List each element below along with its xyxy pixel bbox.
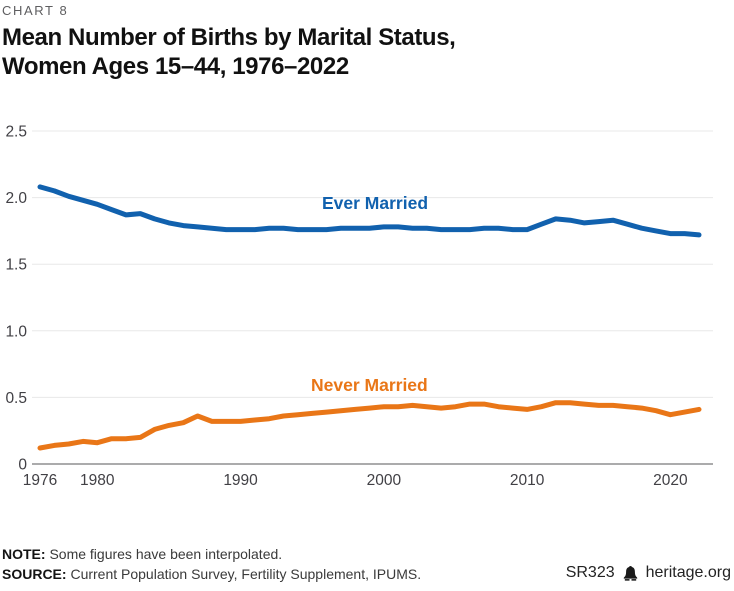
source-label: SOURCE:	[2, 566, 67, 582]
chart-title-line2: Women Ages 15–44, 1976–2022	[2, 53, 349, 80]
x-tick-label: 2000	[367, 472, 402, 489]
series-label-never-married: Never Married	[311, 375, 428, 395]
brand-line: SR323 heritage.org	[566, 564, 731, 582]
x-tick-label: 2020	[653, 472, 688, 489]
heritage-bell-icon	[622, 565, 639, 581]
chart-number-eyebrow: CHART 8	[2, 3, 69, 18]
series-label-ever-married: Ever Married	[322, 193, 429, 213]
report-id: SR323	[565, 564, 615, 581]
y-tick-label: 1.5	[5, 257, 27, 274]
x-tick-label: 1990	[223, 472, 258, 489]
site-link[interactable]: heritage.org	[645, 564, 731, 581]
chart-title: Mean Number of Births by Marital Status,…	[2, 23, 456, 81]
series-line-never-married	[37, 400, 702, 451]
y-tick-label: 0.5	[5, 390, 27, 407]
y-tick-label: 0	[18, 457, 27, 474]
source-text: Current Population Survey, Fertility Sup…	[66, 566, 422, 582]
y-tick-label: 2.5	[5, 124, 27, 141]
y-tick-label: 2.0	[5, 190, 27, 207]
x-tick-label: 2010	[510, 472, 545, 489]
source-line: SOURCE: Current Population Survey, Ferti…	[2, 564, 421, 584]
footnotes: NOTE: Some figures have been interpolate…	[2, 544, 421, 584]
note-text: Some figures have been interpolated.	[45, 546, 283, 562]
chart-title-line1: Mean Number of Births by Marital Status,	[2, 24, 456, 51]
note-label: NOTE:	[2, 546, 46, 562]
x-tick-label: 1980	[80, 472, 115, 489]
note-line: NOTE: Some figures have been interpolate…	[2, 544, 421, 564]
x-tick-label: 1976	[23, 472, 57, 489]
y-tick-label: 1.0	[5, 323, 27, 340]
